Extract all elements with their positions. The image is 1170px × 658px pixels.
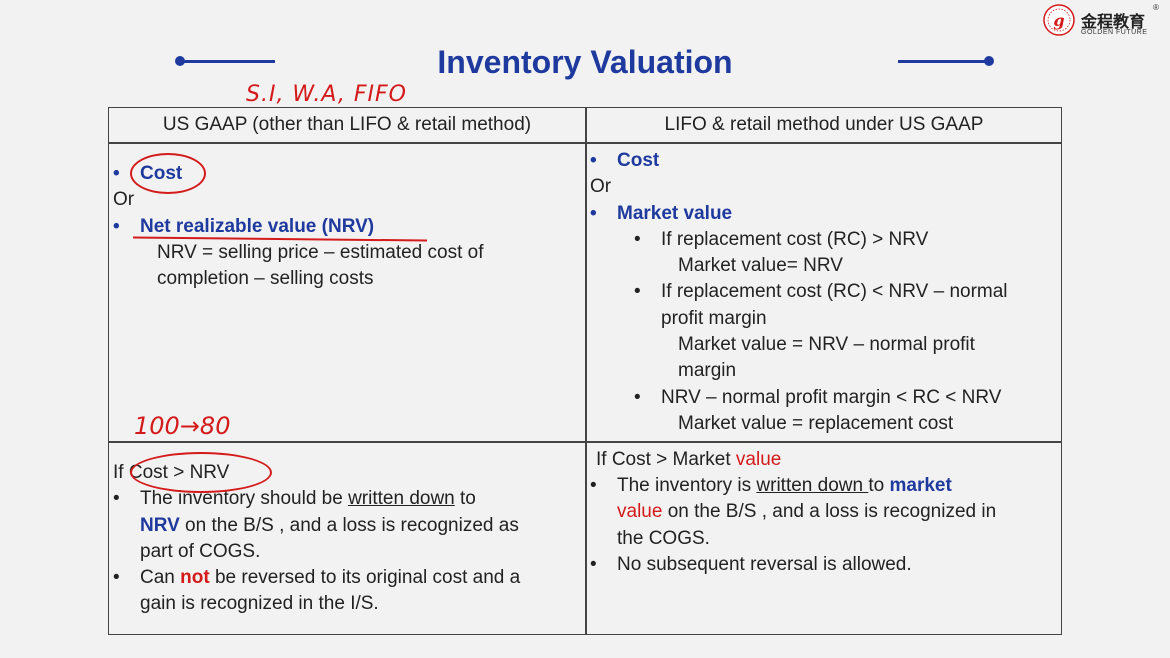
annotation-circle-condition	[130, 452, 272, 493]
table-column-divider	[585, 108, 587, 634]
logo-registered-mark: ®	[1153, 3, 1159, 12]
writedown-text-b: to	[454, 488, 476, 510]
logo-chinese-text: 金程教育	[1081, 12, 1146, 31]
logo-english-text: GOLDEN FUTURE	[1081, 29, 1148, 36]
reversal-text-a: Can	[140, 567, 181, 589]
writedown-text-c: on the B/S , and a loss is recognized as	[179, 514, 519, 536]
lifo-writedown-text-a: The inventory is	[617, 475, 757, 496]
nrv-formula-line2: completion – selling costs	[157, 268, 374, 290]
annotation-circle-cost	[130, 153, 206, 194]
column-header-us-gaap: US GAAP (other than LIFO & retail method…	[162, 114, 532, 135]
comparison-table: US GAAP (other than LIFO & retail method…	[108, 107, 1062, 635]
lifo-writedown-text-b: to	[868, 475, 890, 496]
svg-text:g: g	[1053, 11, 1064, 30]
case3-result: Market value = replacement cost	[678, 412, 954, 434]
not-emphasis: not	[180, 567, 210, 589]
case2-result-line1: Market value = NRV – normal profit	[678, 334, 975, 356]
writedown-text-d: part of COGS.	[140, 540, 261, 562]
decorative-line-right	[898, 60, 988, 63]
case2-condition-line2: profit margin	[661, 307, 767, 329]
case1-condition: If replacement cost (RC) > NRV	[661, 228, 929, 250]
cell-lifo-writedown-bullets: • The inventory is written down to market…	[590, 475, 997, 575]
option-cost-lifo: Cost	[617, 150, 660, 171]
case3-condition: NRV – normal profit margin < RC < NRV	[661, 386, 1002, 408]
reversal-text-b: be reversed to its original cost and a	[209, 567, 521, 589]
brand-logo: g 金程教育 ® GOLDEN FUTURE	[1043, 3, 1168, 39]
writedown-text-a: The inventory should be	[140, 488, 349, 510]
lifo-writedown-text-c: on the B/S , and a loss is recognized in	[662, 501, 997, 523]
case2-condition-line1: If replacement cost (RC) < NRV – normal	[661, 281, 1008, 303]
writedown-underlined: written down	[348, 488, 455, 510]
handwritten-note-top: S.I, W.A, FIFO	[246, 82, 407, 107]
option-market-value: Market value	[617, 202, 733, 224]
condition-value-word: value	[735, 449, 782, 470]
column-header-lifo-retail: LIFO & retail method under US GAAP	[664, 114, 984, 135]
page-title: Inventory Valuation	[437, 44, 733, 80]
decorative-line-left	[180, 60, 275, 63]
nrv-emphasis: NRV	[140, 514, 180, 536]
lifo-writedown-underlined: written down	[756, 475, 869, 496]
handwritten-note-mid: 100→80	[134, 412, 231, 440]
decorative-dot-right	[984, 56, 994, 66]
table-row-divider	[109, 441, 1061, 443]
case1-result: Market value= NRV	[678, 255, 843, 277]
cell-lifo-measure: • Cost Or • Market value • If replacement c…	[590, 148, 1008, 437]
nrv-formula-line1: NRV = selling price – estimated cost of	[157, 241, 484, 263]
logo-seal-icon: g	[1043, 4, 1075, 36]
no-reversal-text: No subsequent reversal is allowed.	[617, 553, 912, 575]
reversal-text-c: gain is recognized in the I/S.	[140, 593, 379, 615]
or-label-lifo: Or	[590, 176, 612, 198]
cell-lifo-writedown: If Cost > Market value	[596, 447, 781, 473]
lifo-writedown-text-d: the COGS.	[617, 527, 710, 549]
case2-result-line2: margin	[678, 360, 737, 382]
decorative-dot-left	[175, 56, 185, 66]
cell-us-gaap-writedown: If Cost > NRV • The inventory should be w…	[113, 460, 520, 618]
table-header-divider	[109, 142, 1061, 144]
if-label: If	[113, 462, 129, 483]
market-emphasis: market	[889, 475, 952, 496]
option-nrv: Net realizable value (NRV)	[140, 215, 375, 237]
or-label: Or	[113, 189, 135, 211]
condition-cost-gt-market: If Cost > Market	[596, 449, 736, 470]
value-emphasis: value	[617, 501, 663, 523]
